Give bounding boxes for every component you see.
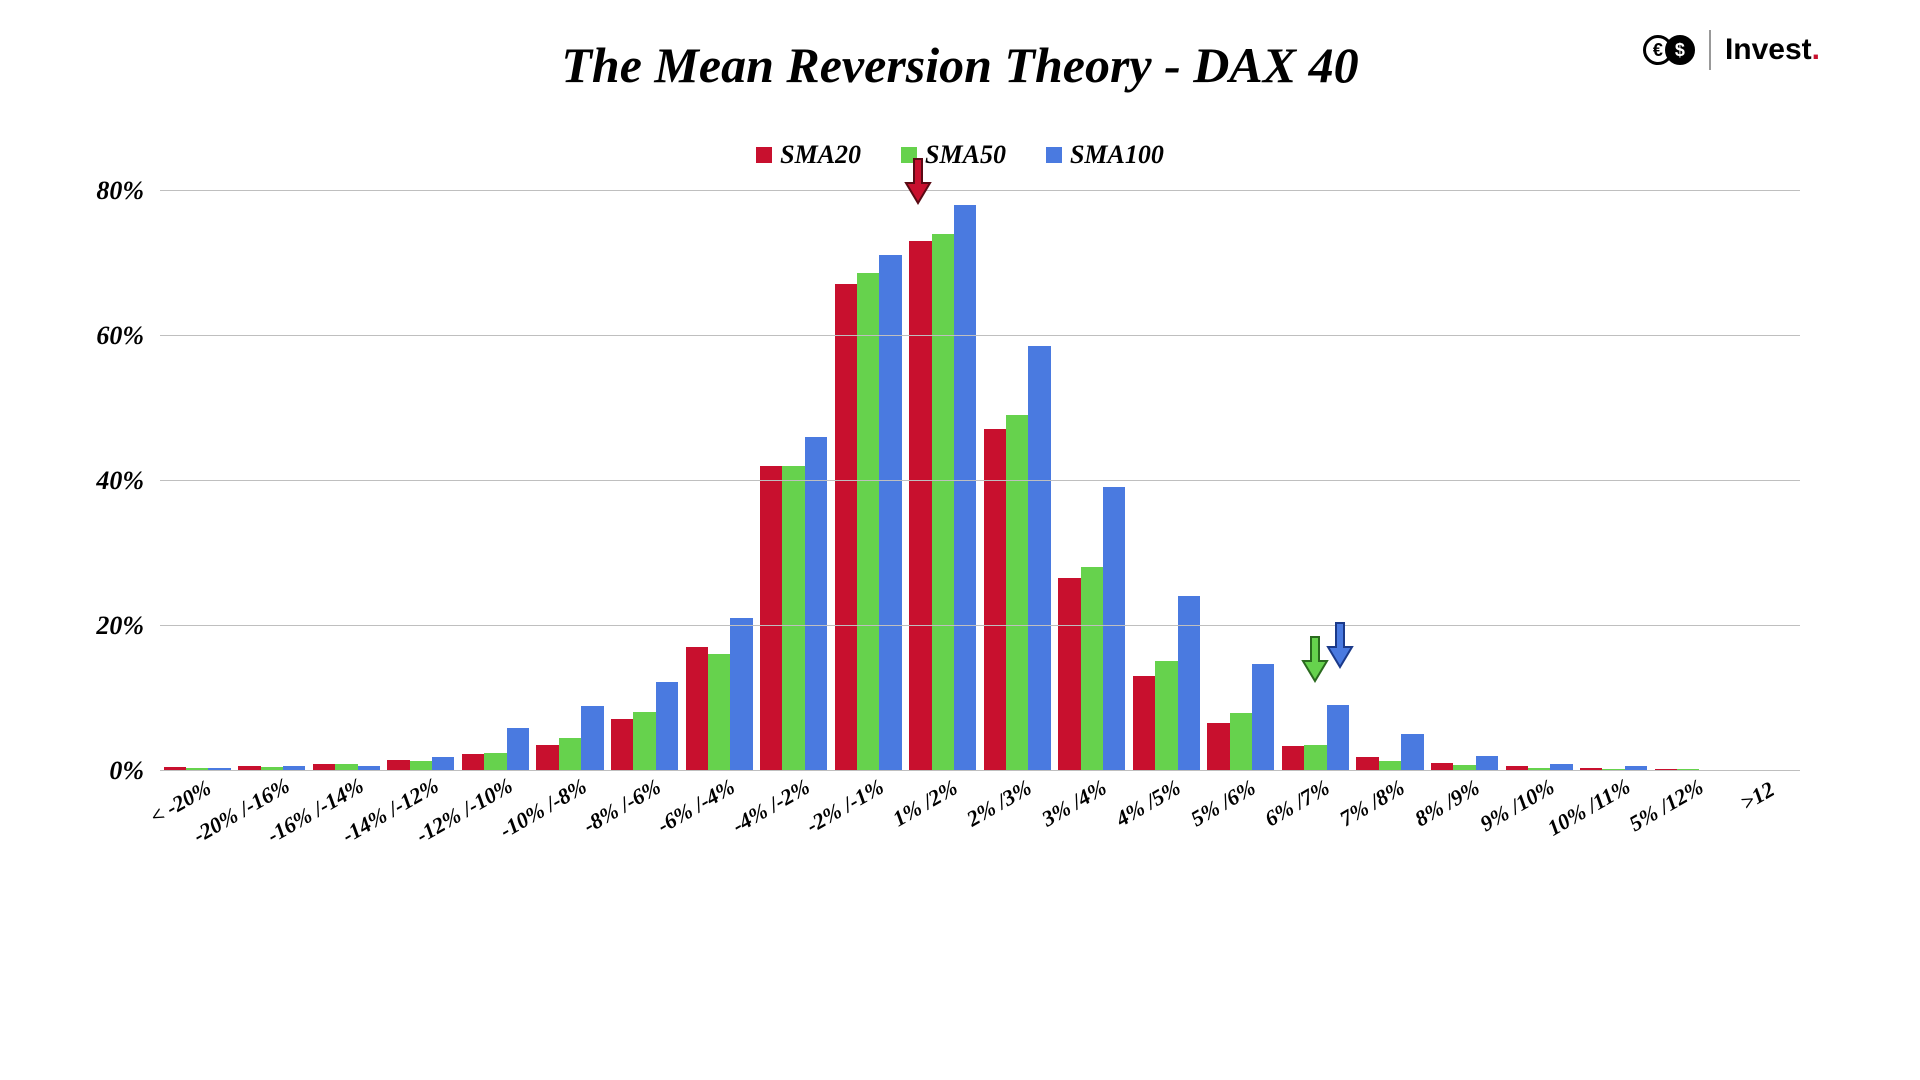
bar: [633, 712, 655, 770]
x-label-slot: 3% /4%: [1055, 770, 1130, 910]
bar: [410, 761, 432, 770]
bar: [1252, 664, 1274, 770]
x-label-slot: -2% /-1%: [831, 770, 906, 910]
chart-title: The Mean Reversion Theory - DAX 40: [561, 36, 1358, 94]
bar: [484, 753, 506, 770]
bar: [1028, 346, 1050, 770]
legend-item: SMA20: [756, 140, 861, 170]
x-label-slot: 10% /11%: [1576, 770, 1651, 910]
y-tick-label: 40%: [96, 466, 160, 496]
x-label-slot: 9% /10%: [1502, 770, 1577, 910]
bar: [432, 757, 454, 770]
bar: [536, 745, 558, 770]
bar: [1207, 723, 1229, 770]
bar: [1081, 567, 1103, 770]
legend-item: SMA50: [901, 140, 1006, 170]
coins-icon: € $: [1643, 35, 1695, 65]
bar: [857, 273, 879, 770]
bar: [507, 728, 529, 770]
bar: [782, 466, 804, 771]
bar: [879, 255, 901, 770]
bar: [1058, 578, 1080, 770]
bar: [581, 706, 603, 770]
legend-swatch: [1046, 147, 1062, 163]
grid-line: 60%: [160, 335, 1800, 336]
bar: [1006, 415, 1028, 770]
legend-label: SMA100: [1070, 140, 1164, 170]
bar: [932, 234, 954, 771]
legend-label: SMA20: [780, 140, 861, 170]
dollar-coin-icon: $: [1665, 35, 1695, 65]
bar: [909, 241, 931, 770]
bar: [1133, 676, 1155, 770]
bar: [387, 760, 409, 770]
x-label-slot: 2% /3%: [980, 770, 1055, 910]
y-tick-label: 80%: [96, 176, 160, 206]
logo-dot: .: [1812, 33, 1820, 66]
bar: [1476, 756, 1498, 771]
grid-line: 20%: [160, 625, 1800, 626]
x-label-slot: -6% /-4%: [682, 770, 757, 910]
x-label-slot: -10% /-8%: [533, 770, 608, 910]
legend-swatch: [756, 147, 772, 163]
header: The Mean Reversion Theory - DAX 40 € $ I…: [60, 20, 1860, 110]
bar: [1356, 757, 1378, 770]
logo-divider: [1709, 30, 1711, 70]
bar: [1178, 596, 1200, 770]
grid-line: 80%: [160, 190, 1800, 191]
x-axis-labels: < -20%-20% /-16%-16% /-14%-14% /-12%-12%…: [160, 770, 1800, 910]
legend-swatch: [901, 147, 917, 163]
bar: [760, 466, 782, 771]
bar: [559, 738, 581, 770]
x-label-slot: 7% /8%: [1353, 770, 1428, 910]
bar: [1304, 745, 1326, 770]
bar: [656, 682, 678, 770]
legend-label: SMA50: [925, 140, 1006, 170]
logo-text: Invest.: [1725, 33, 1820, 67]
bar: [1282, 746, 1304, 770]
bar: [835, 284, 857, 770]
grid-line: 40%: [160, 480, 1800, 481]
x-label-slot: 4% /5%: [1129, 770, 1204, 910]
bar: [805, 437, 827, 771]
bar: [1230, 713, 1252, 770]
legend: SMA20 SMA50 SMA100: [60, 140, 1860, 170]
bar: [730, 618, 752, 770]
x-label-slot: 8% /9%: [1427, 770, 1502, 910]
y-tick-label: 60%: [96, 321, 160, 351]
x-label-slot: 1% /2%: [905, 770, 980, 910]
bar: [686, 647, 708, 770]
bar: [1103, 487, 1125, 770]
x-label-slot: >12: [1725, 770, 1800, 910]
bar: [1379, 761, 1401, 770]
x-label-slot: 6% /7%: [1278, 770, 1353, 910]
x-label-slot: -12% /-10%: [458, 770, 533, 910]
bar: [1327, 705, 1349, 770]
x-label-slot: -4% /-2%: [756, 770, 831, 910]
x-label-slot: -8% /-6%: [607, 770, 682, 910]
x-label-slot: 5% /12%: [1651, 770, 1726, 910]
bar: [462, 754, 484, 770]
bar: [1401, 734, 1423, 770]
logo-word: Invest: [1725, 33, 1812, 66]
chart-container: The Mean Reversion Theory - DAX 40 € $ I…: [0, 0, 1920, 1080]
brand-logo: € $ Invest.: [1643, 30, 1820, 70]
bar: [611, 719, 633, 770]
legend-item: SMA100: [1046, 140, 1164, 170]
y-tick-label: 0%: [109, 756, 160, 786]
bar: [708, 654, 730, 770]
x-tick-label: >12: [1736, 776, 1779, 816]
x-label-slot: 5% /6%: [1204, 770, 1279, 910]
bar: [954, 205, 976, 771]
y-tick-label: 20%: [96, 611, 160, 641]
plot-area: 0%20%40%60%80%: [160, 190, 1800, 770]
bar: [1155, 661, 1177, 770]
